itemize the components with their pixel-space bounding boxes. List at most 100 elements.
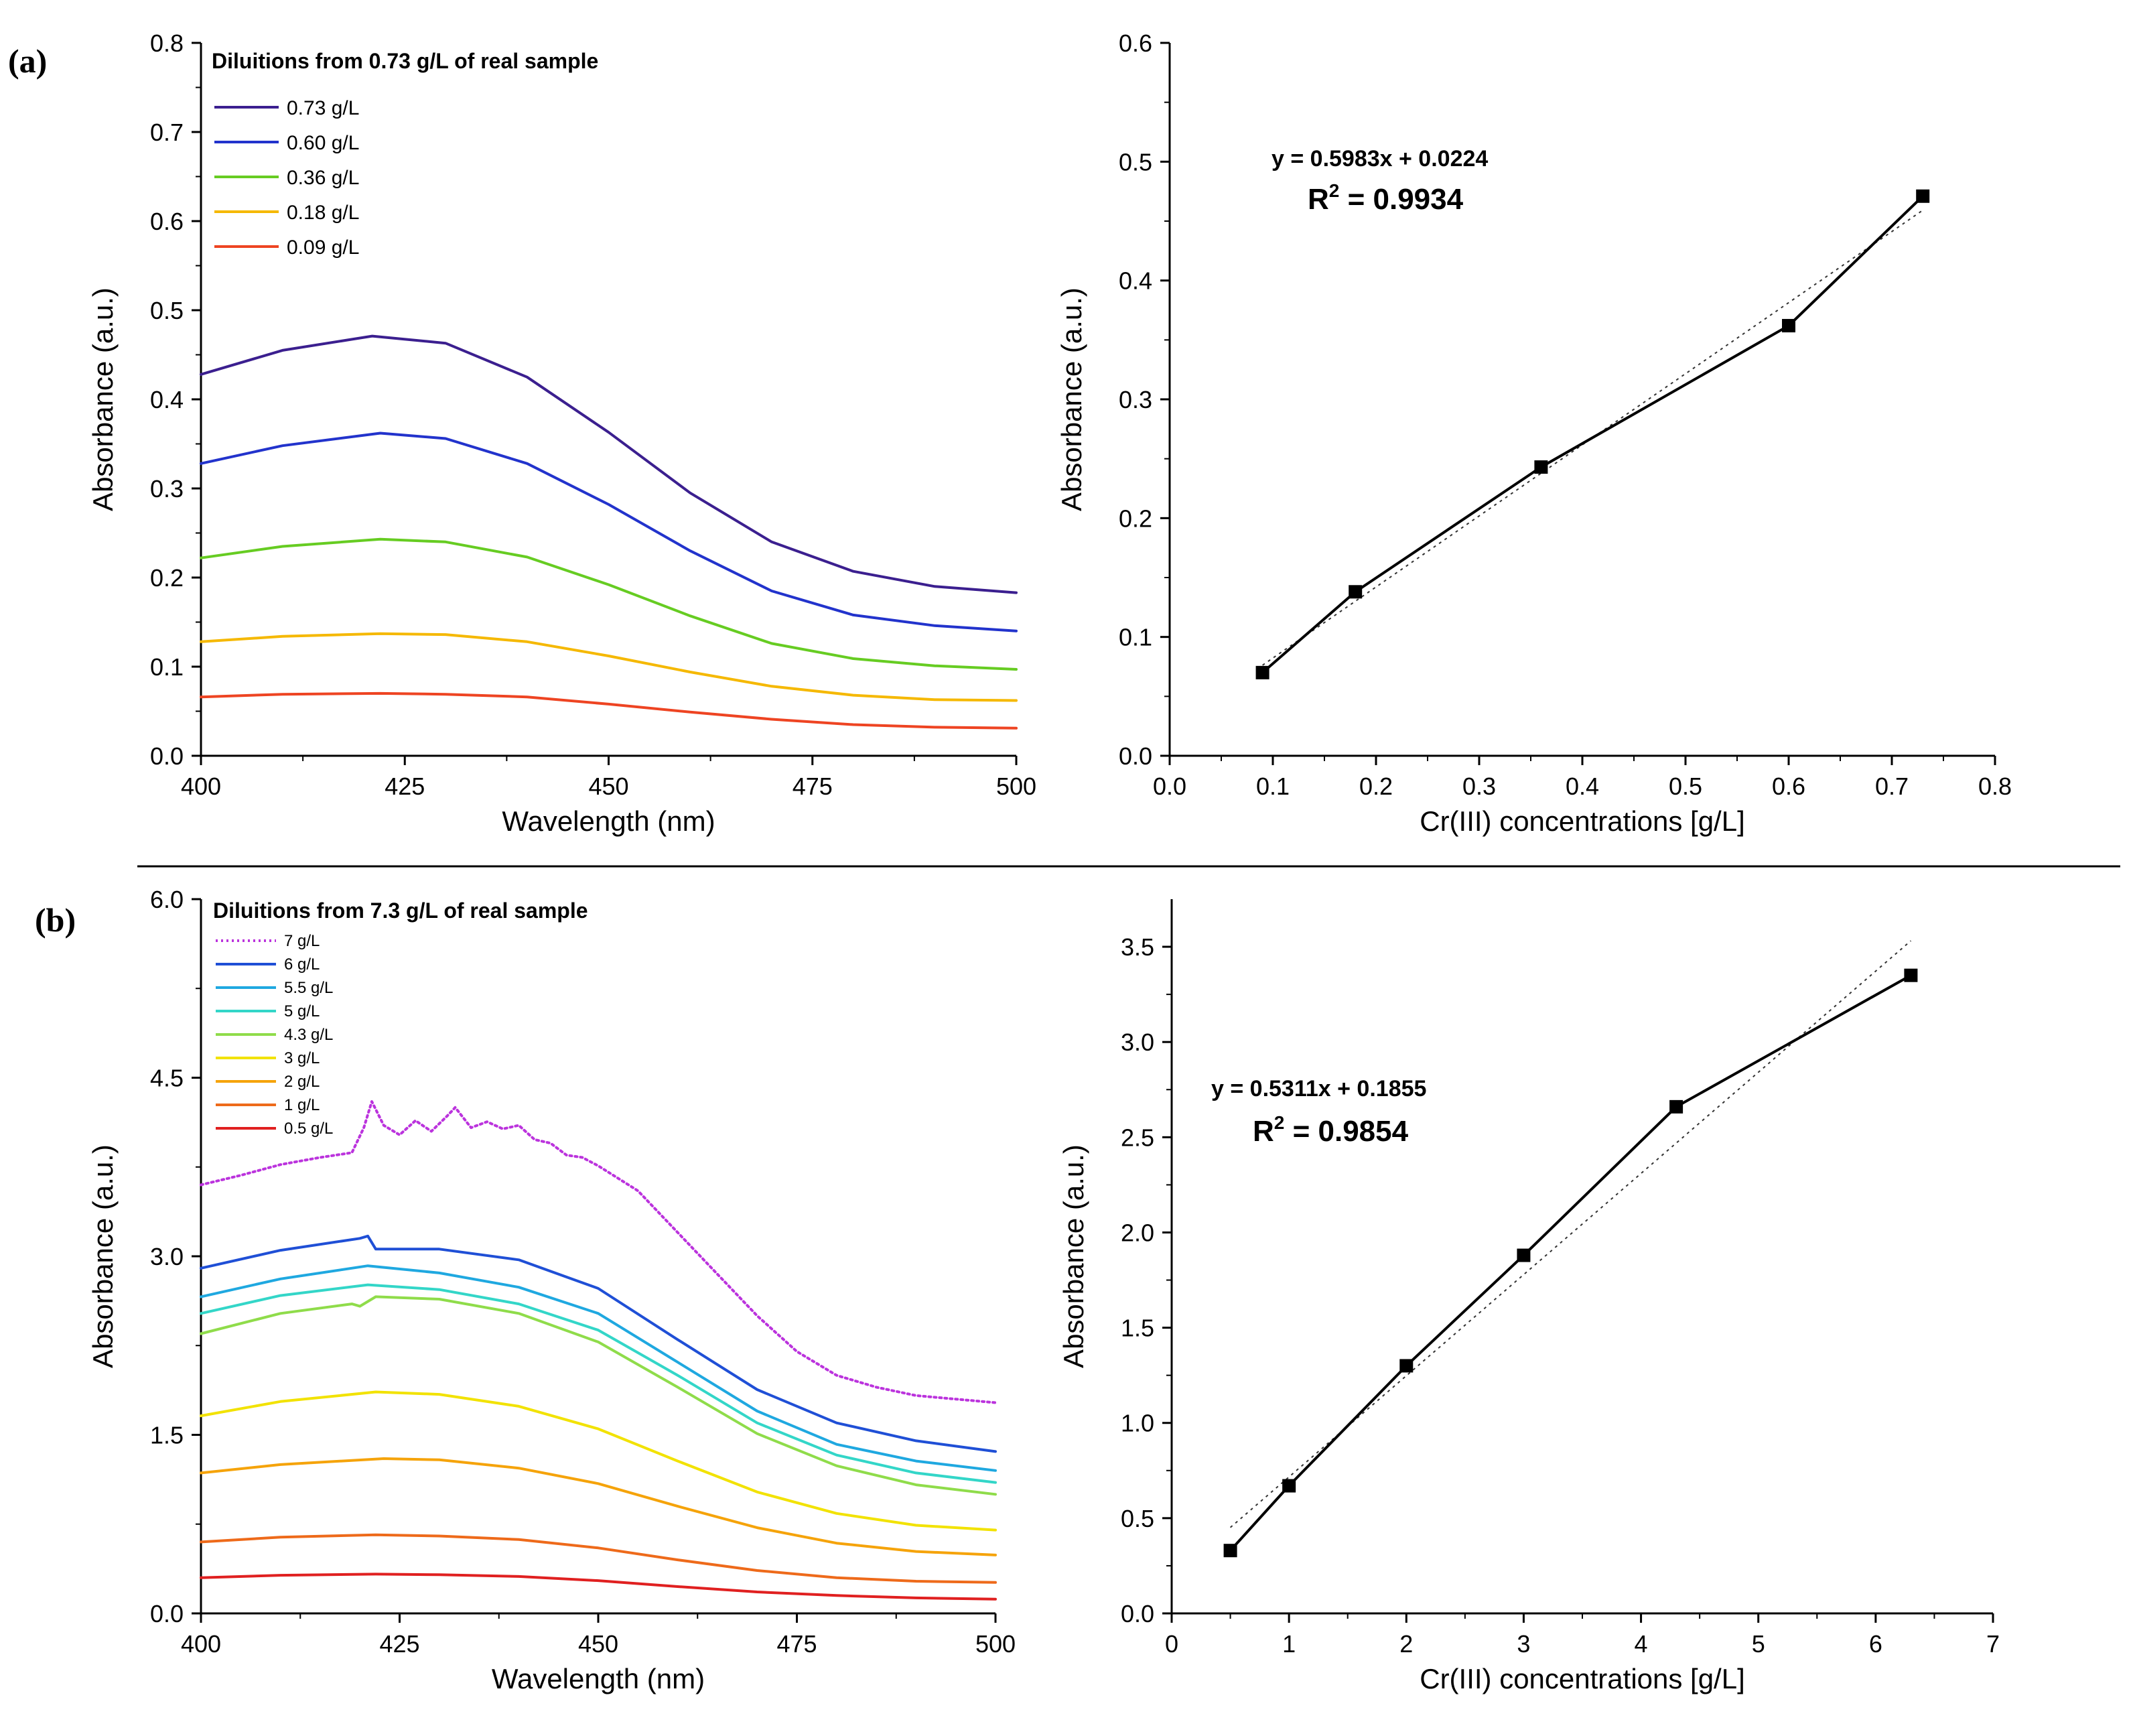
series-line-2-g-L (200, 1457, 997, 1556)
y-tick-label: 2.5 (1121, 1124, 1154, 1151)
legend-label: 6 g/L (284, 955, 320, 974)
x-tick-label: 0.4 (1566, 773, 1599, 800)
x-tick-label: 0.8 (1978, 773, 2012, 800)
series-line-6-g-L (200, 1234, 997, 1453)
y-tick-label: 0.5 (1121, 1505, 1154, 1532)
r-squared-label: R (1253, 1115, 1274, 1148)
panel-label-a: (a) (8, 42, 47, 80)
y-tick-label: 0.3 (1119, 386, 1152, 413)
data-point (1349, 585, 1363, 599)
fit-equation: y = 0.5311x + 0.1855 (1211, 1076, 1426, 1101)
y-tick-label: 0.5 (1119, 148, 1152, 176)
chart-b-calibration: 0 1 2 3 4 5 6 7 0.0 0.5 1.0 1.5 2.0 2.5 3.0 3.5 Cr(III) … (1058, 899, 2000, 1694)
series-line-1-g-L (200, 1533, 997, 1584)
x-tick-label: 425 (379, 1630, 419, 1658)
legend-label: 0.18 g/L (287, 202, 359, 224)
x-tick-label: 0.2 (1359, 773, 1393, 800)
x-tick-label: 400 (181, 1630, 221, 1658)
x-tick-label: 0.7 (1875, 773, 1909, 800)
series-line-0-18-g-L (200, 632, 1018, 702)
data-point (1534, 460, 1548, 474)
legend-label: 0.09 g/L (287, 237, 359, 259)
series-line-5-g-L (200, 1283, 997, 1484)
legend-label: 5 g/L (284, 1002, 320, 1020)
r-squared: R2 = 0.9934 (1308, 180, 1464, 216)
x-tick-label: 2 (1399, 1630, 1413, 1658)
y-tick-label: 0.0 (150, 742, 184, 770)
chart-a-spectra: 400 425 450 475 500 0.0 0.1 0.2 0.3 0.4 0.5 0.6 0.7 0… (87, 29, 1036, 837)
r-squared-label: R (1308, 183, 1329, 216)
series-line-5-5-g-L (200, 1264, 997, 1472)
y-tick-label: 0.2 (150, 564, 184, 592)
x-tick-label: 500 (996, 773, 1036, 800)
series-line-0-09-g-L (200, 691, 1018, 730)
series-line-0-60-g-L (200, 431, 1018, 632)
y-tick-label: 1.0 (1121, 1410, 1154, 1437)
r-squared-exponent: 2 (1329, 180, 1340, 201)
y-axis-title: Absorbance (a.u.) (1056, 287, 1087, 511)
x-tick-label: 0.1 (1256, 773, 1290, 800)
y-tick-label: 0.0 (1121, 1600, 1154, 1627)
fit-equation: y = 0.5983x + 0.0224 (1271, 146, 1488, 172)
data-point (1904, 968, 1918, 982)
legend-label: 1 g/L (284, 1096, 320, 1114)
series-line-0-36-g-L (200, 537, 1018, 671)
data-point (1782, 319, 1795, 333)
data-point (1669, 1099, 1683, 1114)
y-tick-label: 0.1 (150, 653, 184, 681)
y-tick-label: 0.1 (1119, 624, 1152, 651)
x-axis-title: Wavelength (nm) (492, 1663, 705, 1694)
x-axis-title: Cr(III) concentrations [g/L] (1420, 805, 1745, 837)
y-tick-label: 4.5 (150, 1065, 184, 1092)
x-tick-label: 0.3 (1462, 773, 1496, 800)
panel-label-b: (b) (35, 901, 76, 939)
series-line-0-73-g-L (200, 334, 1018, 594)
x-tick-label: 500 (975, 1630, 1016, 1658)
data-point (1255, 665, 1269, 679)
y-tick-label: 1.5 (150, 1422, 184, 1449)
y-tick-label: 6.0 (150, 886, 184, 913)
y-tick-label: 3.0 (150, 1243, 184, 1270)
y-tick-label: 0.3 (150, 475, 184, 503)
y-tick-label: 0.4 (150, 386, 184, 413)
y-tick-label: 0.6 (1119, 29, 1152, 57)
r-squared: R2 = 0.9854 (1253, 1112, 1409, 1148)
series-line-7-g-L (200, 1100, 997, 1404)
r-squared-value: = 0.9854 (1284, 1115, 1408, 1148)
y-tick-label: 0.0 (150, 1600, 184, 1627)
y-axis-title: Absorbance (a.u.) (1058, 1144, 1089, 1368)
y-tick-label: 0.2 (1119, 505, 1152, 532)
data-point (1399, 1359, 1414, 1373)
y-tick-label: 3.0 (1121, 1028, 1154, 1056)
x-tick-label: 0.5 (1669, 773, 1702, 800)
x-tick-label: 4 (1635, 1630, 1648, 1658)
data-point (1916, 189, 1930, 203)
legend-label: 7 g/L (284, 932, 320, 950)
legend-label: 4.3 g/L (284, 1026, 333, 1044)
y-tick-label: 0.7 (150, 119, 184, 146)
y-axis-title: Absorbance (a.u.) (87, 287, 119, 511)
x-tick-label: 450 (588, 773, 628, 800)
data-line (1229, 974, 1912, 1552)
x-tick-label: 400 (181, 773, 221, 800)
chart-a-calibration: 0.0 0.1 0.2 0.3 0.4 0.5 0.6 0.7 0.8 0.0 0.1 0.2 0.3 0… (1056, 29, 2012, 837)
y-tick-label: 0.6 (150, 208, 184, 235)
legend-title: Diluitions from 7.3 g/L of real sample (213, 898, 588, 923)
legend-label: 0.36 g/L (287, 167, 359, 189)
x-tick-label: 0.6 (1772, 773, 1805, 800)
legend-label: 3 g/L (284, 1049, 320, 1067)
x-tick-label: 1 (1282, 1630, 1296, 1658)
legend-label: 0.5 g/L (284, 1120, 333, 1138)
x-axis-title: Cr(III) concentrations [g/L] (1420, 1663, 1745, 1694)
x-tick-label: 0 (1165, 1630, 1178, 1658)
chart-b-spectra: 400 425 450 475 500 0.0 1.5 3.0 4.5 6.0 Wavelength… (87, 886, 1016, 1694)
y-tick-label: 0.4 (1119, 267, 1152, 295)
series-line-0-5-g-L (200, 1573, 997, 1601)
x-tick-label: 450 (578, 1630, 618, 1658)
r-squared-exponent: 2 (1274, 1112, 1285, 1133)
r-squared-value: = 0.9934 (1339, 183, 1463, 216)
y-tick-label: 1.5 (1121, 1315, 1154, 1342)
y-axis-title: Absorbance (a.u.) (87, 1144, 119, 1368)
